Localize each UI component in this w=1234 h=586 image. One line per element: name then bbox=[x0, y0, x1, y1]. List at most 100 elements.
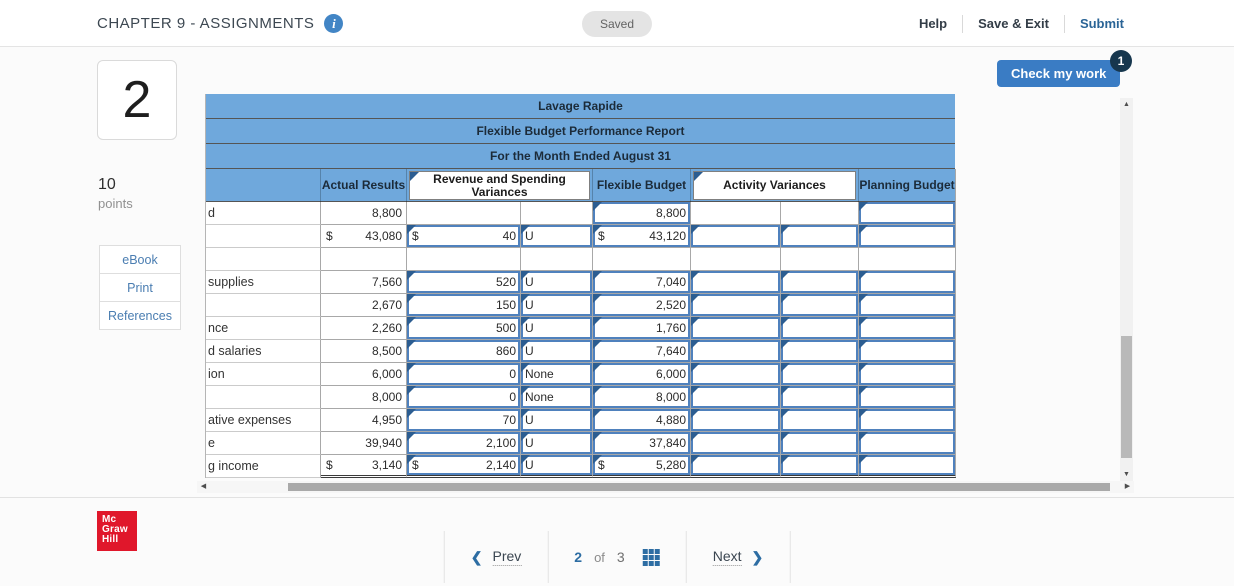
answer-input-cell[interactable]: 4,880 bbox=[593, 409, 691, 432]
column-header-activity-variances[interactable]: Activity Variances bbox=[693, 171, 856, 200]
answer-input-cell[interactable] bbox=[781, 455, 859, 478]
prev-button[interactable]: ❮ Prev bbox=[471, 548, 522, 566]
answer-input-cell[interactable]: 150 bbox=[407, 294, 521, 317]
answer-input-cell[interactable] bbox=[859, 455, 956, 478]
answer-input-cell[interactable] bbox=[859, 340, 956, 363]
answer-input-cell[interactable]: 860 bbox=[407, 340, 521, 363]
answer-input-cell[interactable] bbox=[781, 363, 859, 386]
answer-input-cell[interactable] bbox=[859, 317, 956, 340]
info-icon[interactable]: i bbox=[324, 14, 344, 33]
answer-input-cell[interactable] bbox=[691, 317, 781, 340]
scroll-right-icon[interactable]: ▶ bbox=[1124, 483, 1131, 490]
table-row: supplies 7,560 520 U 7,040 bbox=[206, 271, 956, 294]
answer-input-cell[interactable] bbox=[859, 271, 956, 294]
references-button[interactable]: References bbox=[99, 301, 181, 330]
answer-input-cell[interactable]: $43,120 bbox=[593, 225, 691, 248]
answer-input-cell[interactable]: 500 bbox=[407, 317, 521, 340]
value-cell bbox=[691, 248, 781, 271]
answer-input-cell[interactable]: 2,520 bbox=[593, 294, 691, 317]
answer-input-cell[interactable] bbox=[781, 225, 859, 248]
answer-input-cell[interactable]: U bbox=[521, 455, 593, 478]
row-label: d bbox=[206, 202, 321, 225]
answer-input-cell[interactable]: $40 bbox=[407, 225, 521, 248]
answer-marker-icon bbox=[593, 340, 602, 349]
answer-marker-icon bbox=[691, 455, 700, 464]
answer-input-cell[interactable] bbox=[691, 455, 781, 478]
answer-input-cell[interactable] bbox=[859, 363, 956, 386]
table-row: $43,080 $40 U $43,120 bbox=[206, 225, 956, 248]
answer-input-cell[interactable]: U bbox=[521, 271, 593, 294]
vertical-scroll-thumb[interactable] bbox=[1121, 336, 1132, 458]
answer-marker-icon bbox=[593, 225, 602, 234]
answer-input-cell[interactable] bbox=[859, 294, 956, 317]
save-exit-button[interactable]: Save & Exit bbox=[978, 16, 1049, 31]
submit-button[interactable]: Submit bbox=[1079, 16, 1124, 31]
answer-input-cell[interactable]: 520 bbox=[407, 271, 521, 294]
answer-input-cell[interactable]: U bbox=[521, 409, 593, 432]
cell-value: 4,950 bbox=[371, 413, 402, 427]
answer-input-cell[interactable]: 7,040 bbox=[593, 271, 691, 294]
answer-input-cell[interactable] bbox=[781, 432, 859, 455]
help-button[interactable]: Help bbox=[918, 16, 948, 31]
answer-input-cell[interactable] bbox=[691, 363, 781, 386]
answer-input-cell[interactable]: 2,100 bbox=[407, 432, 521, 455]
row-label: d salaries bbox=[206, 340, 321, 363]
horizontal-scroll-thumb[interactable] bbox=[288, 483, 1110, 491]
answer-input-cell[interactable] bbox=[691, 432, 781, 455]
answer-input-cell[interactable]: U bbox=[521, 317, 593, 340]
answer-input-cell[interactable] bbox=[859, 432, 956, 455]
ebook-button[interactable]: eBook bbox=[99, 245, 181, 274]
answer-input-cell[interactable]: U bbox=[521, 340, 593, 363]
answer-input-cell[interactable] bbox=[691, 386, 781, 409]
answer-input-cell[interactable] bbox=[859, 386, 956, 409]
check-my-work-button[interactable]: Check my work bbox=[997, 60, 1121, 87]
answer-input-cell[interactable] bbox=[691, 271, 781, 294]
answer-input-cell[interactable]: $5,280 bbox=[593, 455, 691, 478]
horizontal-scrollbar[interactable]: ◀ ▶ bbox=[197, 481, 1134, 493]
answer-input-cell[interactable]: None bbox=[521, 386, 593, 409]
report-title: Flexible Budget Performance Report bbox=[206, 119, 955, 144]
vertical-scrollbar[interactable]: ▲ ▼ bbox=[1120, 98, 1133, 481]
answer-input-cell[interactable] bbox=[781, 317, 859, 340]
value-cell bbox=[781, 248, 859, 271]
print-button[interactable]: Print bbox=[99, 273, 181, 302]
answer-input-cell[interactable]: 7,640 bbox=[593, 340, 691, 363]
answer-input-cell[interactable]: U bbox=[521, 225, 593, 248]
answer-input-cell[interactable]: 37,840 bbox=[593, 432, 691, 455]
answer-input-cell[interactable]: $2,140 bbox=[407, 455, 521, 478]
answer-input-cell[interactable]: None bbox=[521, 363, 593, 386]
answer-input-cell[interactable] bbox=[859, 202, 956, 225]
answer-input-cell[interactable] bbox=[691, 340, 781, 363]
answer-input-cell[interactable]: 70 bbox=[407, 409, 521, 432]
scroll-down-icon[interactable]: ▼ bbox=[1123, 471, 1130, 478]
column-header-revenue-spending-variances[interactable]: Revenue and Spending Variances bbox=[409, 171, 590, 200]
answer-input-cell[interactable]: 1,760 bbox=[593, 317, 691, 340]
answer-input-cell[interactable] bbox=[691, 225, 781, 248]
answer-input-cell[interactable] bbox=[859, 225, 956, 248]
answer-input-cell[interactable] bbox=[781, 386, 859, 409]
answer-input-cell[interactable] bbox=[781, 294, 859, 317]
row-label: nce bbox=[206, 317, 321, 340]
scroll-up-icon[interactable]: ▲ bbox=[1123, 101, 1130, 108]
value-cell bbox=[407, 202, 521, 225]
answer-input-cell[interactable]: U bbox=[521, 432, 593, 455]
page-current: 2 bbox=[574, 549, 583, 565]
answer-input-cell[interactable] bbox=[691, 409, 781, 432]
answer-marker-icon bbox=[521, 340, 530, 349]
next-button[interactable]: Next ❯ bbox=[712, 548, 763, 566]
answer-input-cell[interactable] bbox=[859, 409, 956, 432]
value-cell: $43,080 bbox=[321, 225, 407, 248]
answer-input-cell[interactable]: 8,800 bbox=[593, 202, 691, 225]
question-map-grid-icon[interactable] bbox=[642, 548, 660, 566]
cell-value: U bbox=[525, 413, 534, 427]
answer-input-cell[interactable]: 0 bbox=[407, 386, 521, 409]
answer-input-cell[interactable]: 0 bbox=[407, 363, 521, 386]
answer-input-cell[interactable] bbox=[781, 409, 859, 432]
answer-input-cell[interactable]: 6,000 bbox=[593, 363, 691, 386]
answer-input-cell[interactable]: U bbox=[521, 294, 593, 317]
answer-input-cell[interactable] bbox=[691, 294, 781, 317]
answer-input-cell[interactable]: 8,000 bbox=[593, 386, 691, 409]
answer-input-cell[interactable] bbox=[781, 271, 859, 294]
answer-input-cell[interactable] bbox=[781, 340, 859, 363]
scroll-left-icon[interactable]: ◀ bbox=[200, 483, 207, 490]
